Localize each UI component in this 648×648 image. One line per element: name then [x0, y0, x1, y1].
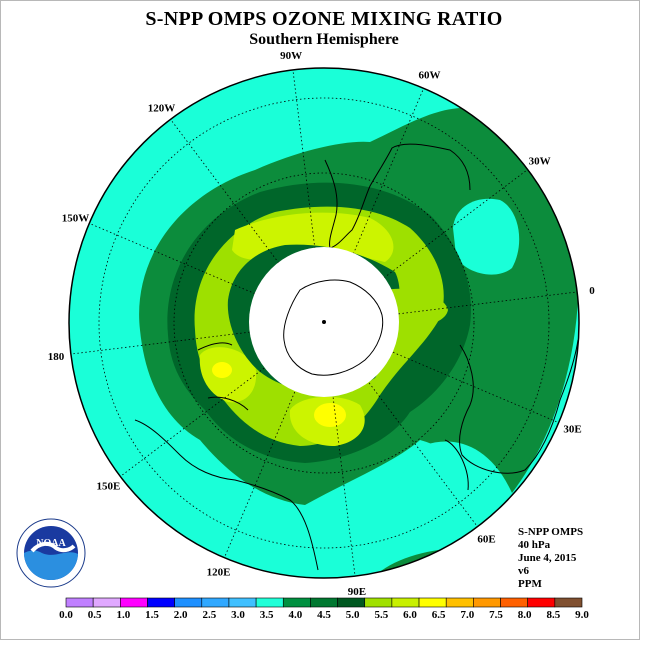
longitude-label-lon-30e: 30E: [563, 423, 581, 435]
colorbar-swatch: [255, 597, 284, 608]
high-band-3p5-4-atlantic: [453, 198, 520, 275]
colorbar-label: 5.0: [346, 609, 360, 621]
longitude-label-lon-90e: 90E: [348, 586, 366, 598]
colorbar-label: 0.0: [59, 609, 73, 621]
coast-africa: [459, 339, 579, 474]
coast-new-zealand: [197, 342, 249, 411]
colorbar-label: 3.5: [260, 609, 274, 621]
south-pole-marker: [322, 320, 326, 324]
colorbar-swatch: [445, 597, 474, 608]
contour-5-5p5-sea: [385, 288, 448, 326]
colorbar-swatch: [500, 597, 528, 608]
info-date: June 4, 2015: [518, 552, 577, 564]
longitude-label-lon-0: 0: [589, 285, 595, 297]
longitude-label-lon-180: 180: [48, 351, 65, 363]
colorbar-swatch: [174, 597, 203, 608]
info-instrument: S-NPP OMPS: [518, 526, 584, 538]
longitude-label-lon-150w: 150W: [62, 213, 90, 225]
info-units: PPM: [518, 578, 542, 590]
info-pressure-level: 40 hPa: [518, 539, 551, 551]
colorbar-label: 3.0: [231, 609, 245, 621]
coast-madagascar: [444, 439, 469, 491]
colorbar-label: 1.5: [145, 609, 159, 621]
colorbar-label: 6.0: [403, 609, 417, 621]
noaa-logo: NOAA: [16, 518, 86, 588]
colorbar-swatch: [554, 597, 583, 608]
colorbar-swatch: [201, 597, 230, 608]
colorbar-swatch: [391, 597, 420, 608]
colorbar-swatch: [337, 597, 366, 608]
colorbar-swatch: [65, 597, 94, 608]
colorbar-label: 9.0: [575, 609, 589, 621]
latitude-circle: [98, 97, 550, 549]
colorbar-swatch: [120, 597, 148, 608]
high-band-3p5-4-indian: [396, 441, 512, 535]
coast-australia: [134, 419, 319, 571]
longitude-label-lon-30w: 30W: [529, 156, 551, 168]
colorbar: 0.0 0.5 1.0 1.5 2.0 2.5 3.0 3.5 4.0 4.5 5.0 5.5 6.0 6…: [59, 597, 589, 621]
map-subtitle: Southern Hemisphere: [249, 31, 399, 48]
contour-6-6p5-west: [212, 362, 232, 378]
colorbar-label: 7.0: [460, 609, 474, 621]
colorbar-label: 0.5: [88, 609, 102, 621]
colorbar-label: 2.5: [202, 609, 216, 621]
longitude-label-lon-120e: 120E: [207, 567, 231, 579]
colorbar-label: 7.5: [489, 609, 503, 621]
map-boundary: [68, 67, 580, 579]
colorbar-label: 6.5: [432, 609, 446, 621]
longitude-label-lon-60w: 60W: [418, 69, 440, 81]
latitude-circle: [173, 172, 475, 474]
colorbar-swatch: [147, 597, 175, 608]
colorbar-label: 4.0: [288, 609, 302, 621]
colorbar-swatch: [282, 597, 311, 608]
noaa-logo-text: NOAA: [36, 538, 66, 549]
colorbar-label: 2.0: [174, 609, 188, 621]
colorbar-label: 5.5: [374, 609, 388, 621]
colorbar-swatch: [418, 597, 447, 608]
contour-6-6p5-south: [314, 403, 346, 427]
colorbar-swatch: [228, 597, 257, 608]
colorbar-swatch: [527, 597, 556, 608]
colorbar-swatch: [473, 597, 501, 608]
figure-frame: [0, 0, 640, 640]
colorbar-label: 1.0: [116, 609, 130, 621]
longitude-label-lon-150e: 150E: [96, 480, 120, 492]
colorbar-swatch: [364, 597, 393, 608]
colorbar-label: 8.0: [518, 609, 532, 621]
longitude-label-lon-60e: 60E: [477, 534, 495, 546]
longitude-labels: 90W 60W 30W 0 30E 60E 90E 120E 150E 180 150W 120W: [48, 50, 595, 598]
colorbar-label: 8.5: [546, 609, 560, 621]
longitude-label-lon-120w: 120W: [148, 102, 176, 114]
info-version: v6: [518, 565, 529, 577]
longitude-label-lon-90w: 90W: [280, 50, 302, 62]
colorbar-swatch: [310, 597, 338, 608]
coast-antarctica: [283, 279, 384, 376]
map-title: S-NPP OMPS OZONE MIXING RATIO: [145, 8, 503, 30]
colorbar-swatch: [92, 597, 121, 608]
colorbar-label: 4.5: [317, 609, 331, 621]
coast-south-america: [324, 143, 471, 249]
coastlines: [134, 143, 579, 571]
